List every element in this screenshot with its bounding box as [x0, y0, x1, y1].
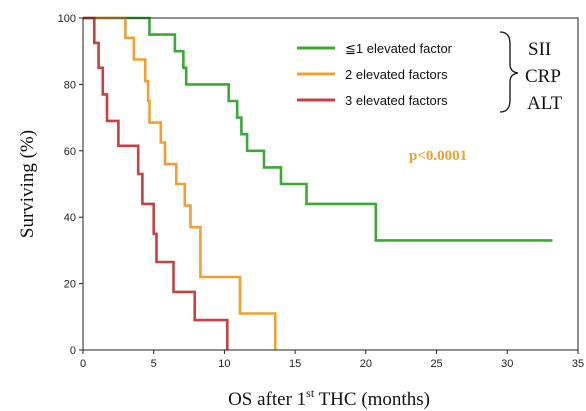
bracket-label-sii: SII	[528, 39, 551, 60]
x-axis-title-main: OS after 1	[228, 389, 306, 410]
x-tick-label: 10	[218, 358, 230, 370]
series-line-3	[83, 16, 229, 350]
legend: ≦1 elevated factor 2 elevated factors 3 el…	[297, 41, 453, 108]
legend-label-1: ≦1 elevated factor	[345, 41, 453, 56]
x-tick-label: 20	[360, 358, 372, 370]
y-axis-title: Surviving (%)	[17, 130, 38, 238]
x-tick-label: 5	[151, 358, 157, 370]
bracket-label-alt: ALT	[527, 93, 563, 114]
x-tick-label: 0	[80, 358, 86, 370]
ticks-layer: 0 5 10 15 20 25 30 35 0 20 40 60 80 100	[58, 13, 584, 370]
x-tick-label: 15	[289, 358, 301, 370]
series-layer	[83, 16, 553, 350]
y-tick-label: 80	[64, 79, 76, 91]
y-tick-label: 0	[70, 345, 76, 357]
series-line-1	[83, 16, 553, 242]
x-tick-label: 25	[430, 358, 442, 370]
bracket-label-crp: CRP	[525, 66, 561, 87]
legend-label-2: 2 elevated factors	[345, 67, 448, 82]
x-axis-title: OS after 1st THC (months)	[228, 386, 430, 410]
y-tick-label: 60	[64, 146, 76, 158]
series-line-2	[83, 16, 277, 350]
x-axis-title-rest: THC (months)	[314, 389, 430, 410]
x-tick-label: 35	[572, 358, 584, 370]
y-tick-label: 40	[64, 212, 76, 224]
y-tick-label: 20	[64, 279, 76, 291]
legend-label-3: 3 elevated factors	[345, 93, 448, 108]
plot-frame	[82, 17, 579, 351]
x-tick-label: 30	[501, 358, 513, 370]
y-tick-label: 100	[58, 13, 76, 25]
p-value-annotation: p<0.0001	[409, 148, 467, 164]
x-axis-title-sup: st	[306, 386, 315, 400]
legend-bracket	[499, 31, 519, 113]
